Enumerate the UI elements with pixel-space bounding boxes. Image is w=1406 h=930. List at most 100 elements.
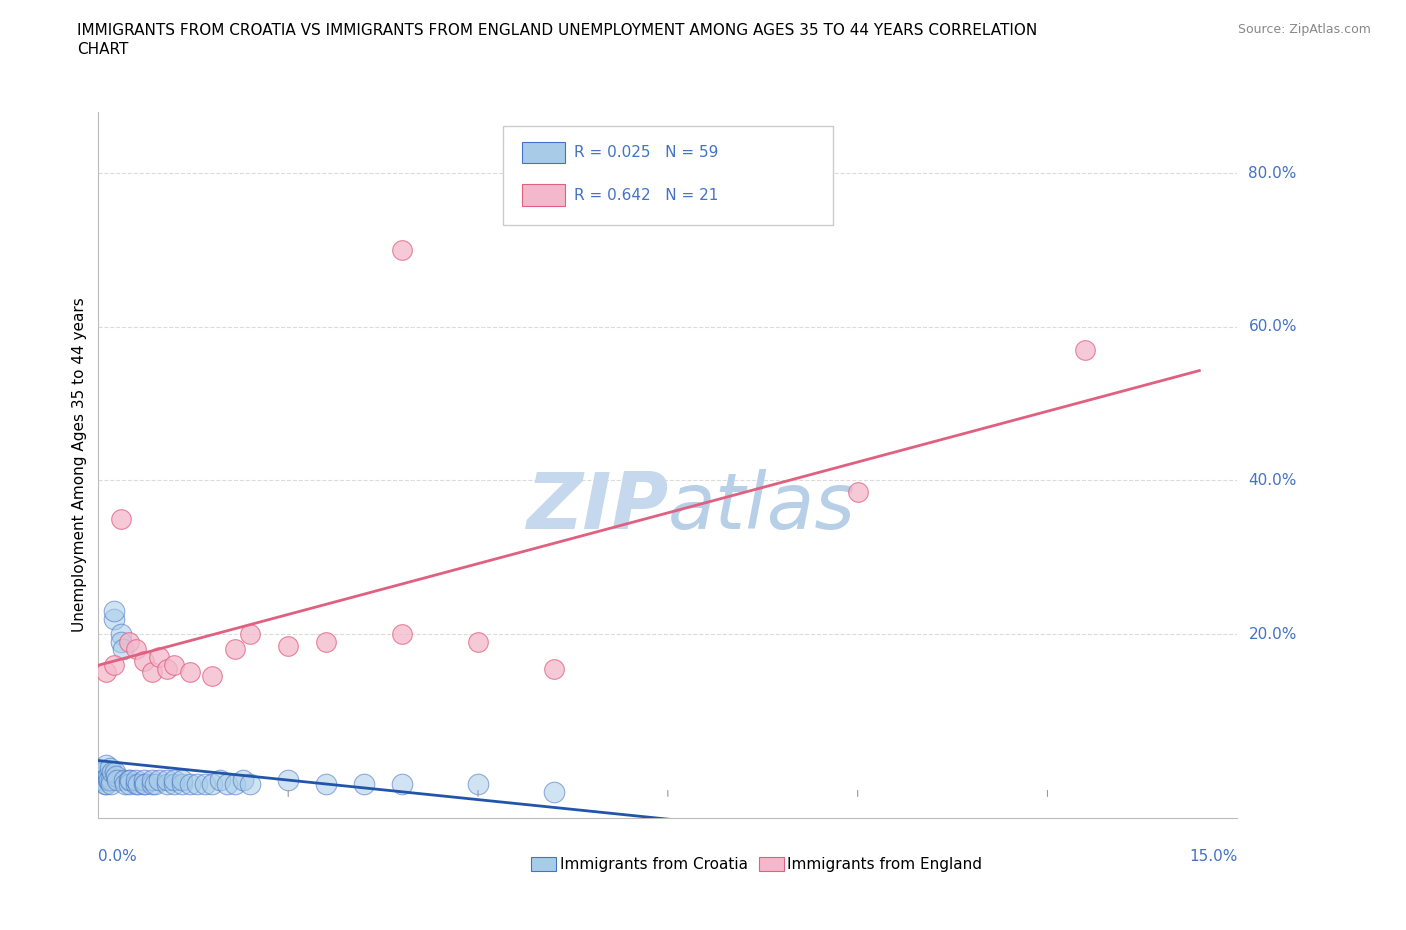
Point [277, 638, 299, 653]
Point [94, 757, 117, 772]
Point [179, 777, 201, 791]
Point [110, 627, 132, 642]
Point [232, 773, 254, 788]
Point [1074, 342, 1097, 357]
Point [467, 777, 489, 791]
Point [156, 773, 179, 788]
Text: 0.0%: 0.0% [98, 849, 138, 864]
Text: 20.0%: 20.0% [1249, 627, 1296, 642]
Point [114, 777, 136, 791]
Point [145, 777, 167, 791]
Point [100, 773, 122, 788]
Bar [531, 857, 557, 871]
Point [208, 773, 231, 788]
Point [94, 665, 117, 680]
Text: 60.0%: 60.0% [1249, 319, 1296, 334]
Point [94, 777, 117, 791]
Point [170, 773, 193, 788]
Text: R = 0.025   N = 59: R = 0.025 N = 59 [575, 145, 718, 160]
Point [127, 777, 149, 791]
Point [97, 769, 120, 784]
Point [125, 777, 148, 791]
Point [100, 777, 122, 791]
Point [132, 654, 155, 669]
Point [125, 773, 148, 788]
Point [111, 642, 134, 657]
Text: R = 0.642   N = 21: R = 0.642 N = 21 [575, 188, 718, 203]
Point [148, 773, 170, 788]
Point [170, 777, 193, 791]
Point [125, 642, 148, 657]
Point [98, 761, 121, 776]
Point [201, 777, 224, 791]
Point [186, 777, 208, 791]
Text: Immigrants from England: Immigrants from England [787, 857, 983, 871]
Point [391, 777, 413, 791]
Point [104, 764, 127, 779]
Point [543, 661, 565, 676]
Point [98, 773, 121, 788]
Bar [759, 857, 785, 871]
Point [201, 669, 224, 684]
Point [132, 777, 155, 791]
Text: 15.0%: 15.0% [1189, 849, 1237, 864]
Point [93, 773, 115, 788]
Point [224, 642, 246, 657]
Point [107, 773, 129, 788]
Text: Source: ZipAtlas.com: Source: ZipAtlas.com [1237, 23, 1371, 36]
Point [132, 773, 155, 788]
Point [112, 773, 135, 788]
Text: 80.0%: 80.0% [1249, 166, 1296, 180]
Point [101, 764, 124, 779]
Point [103, 604, 125, 618]
Point [163, 777, 186, 791]
Point [93, 764, 115, 779]
Point [103, 611, 125, 626]
FancyBboxPatch shape [503, 126, 832, 225]
Point [134, 777, 156, 791]
Point [391, 627, 413, 642]
Point [91, 773, 114, 788]
Point [118, 773, 141, 788]
Point [110, 512, 132, 526]
Point [179, 665, 201, 680]
Point [163, 773, 186, 788]
Text: 40.0%: 40.0% [1249, 472, 1296, 488]
Point [94, 777, 117, 791]
Text: IMMIGRANTS FROM CROATIA VS IMMIGRANTS FROM ENGLAND UNEMPLOYMENT AMONG AGES 35 TO: IMMIGRANTS FROM CROATIA VS IMMIGRANTS FR… [77, 23, 1038, 38]
Text: CHART: CHART [77, 42, 129, 57]
Point [91, 769, 114, 784]
Bar [522, 184, 565, 206]
Bar [522, 142, 565, 163]
Point [163, 658, 186, 672]
Point [141, 665, 163, 680]
Point [104, 769, 127, 784]
Point [315, 634, 337, 649]
Point [156, 661, 179, 676]
Text: atlas: atlas [668, 470, 856, 545]
Point [90, 764, 112, 779]
Point [118, 777, 141, 791]
Point [224, 777, 246, 791]
Point [239, 627, 262, 642]
Text: Immigrants from Croatia: Immigrants from Croatia [560, 857, 748, 871]
Point [141, 773, 163, 788]
Point [846, 485, 869, 499]
Y-axis label: Unemployment Among Ages 35 to 44 years: Unemployment Among Ages 35 to 44 years [72, 298, 87, 632]
Point [217, 777, 239, 791]
Point [118, 634, 141, 649]
Point [110, 634, 132, 649]
Point [315, 777, 337, 791]
Point [120, 773, 142, 788]
Point [156, 777, 179, 791]
Point [141, 777, 163, 791]
Point [96, 773, 118, 788]
Point [277, 773, 299, 788]
Point [103, 658, 125, 672]
Point [148, 650, 170, 665]
Point [239, 777, 262, 791]
Point [194, 777, 217, 791]
Text: ZIP: ZIP [526, 470, 668, 545]
Point [391, 243, 413, 258]
Point [467, 634, 489, 649]
